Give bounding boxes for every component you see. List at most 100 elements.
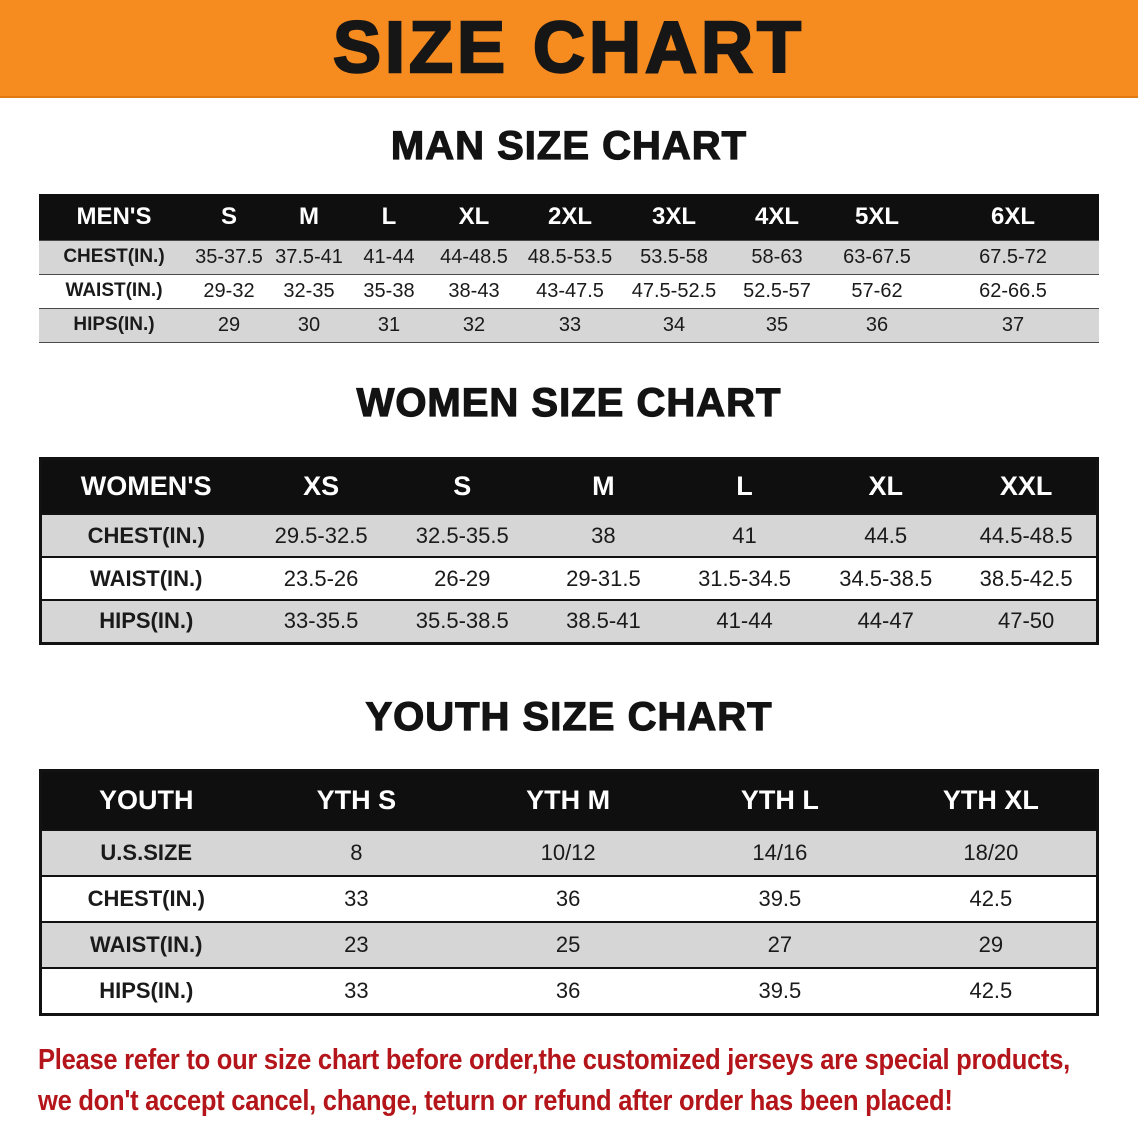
size-column-header: YTH L <box>674 770 886 830</box>
size-value-cell: 47-50 <box>956 599 1098 643</box>
row-label-cell: CHEST(IN.) <box>39 239 189 274</box>
size-value-cell: 63-67.5 <box>827 239 927 274</box>
measurement-row: HIPS(IN.) 33 36 39.5 42.5 <box>40 967 1098 1014</box>
row-label-cell: WAIST(IN.) <box>39 273 189 308</box>
size-column-header: M <box>532 458 674 514</box>
size-value-cell: 8 <box>250 829 463 876</box>
table-title-cell: WOMEN'S <box>40 458 251 514</box>
size-value-cell: 33 <box>250 967 463 1014</box>
size-column-header: YTH XL <box>885 770 1098 830</box>
size-value-cell: 38-43 <box>429 273 519 308</box>
row-label-cell: HIPS(IN.) <box>40 967 251 1014</box>
size-value-cell: 38 <box>532 513 674 557</box>
size-value-cell: 52.5-57 <box>727 273 827 308</box>
measurement-row: CHEST(IN.) 33 36 39.5 42.5 <box>40 875 1098 922</box>
size-value-cell: 41-44 <box>673 599 816 643</box>
size-value-cell: 34.5-38.5 <box>815 556 957 600</box>
table-title-cell: MEN'S <box>39 194 189 240</box>
size-value-cell: 35.5-38.5 <box>391 599 533 643</box>
mens-size-table: MEN'S S M L XL 2XL 3XL 4XL 5XL 6XL CHEST(IN.) 35-37… <box>39 194 1099 343</box>
row-label-cell: WAIST(IN.) <box>40 921 251 968</box>
mens-section-heading: MAN SIZE CHART <box>390 123 748 168</box>
size-value-cell: 32 <box>429 307 519 343</box>
banner-title: SIZE CHART <box>332 8 805 88</box>
size-value-cell: 36 <box>827 307 927 343</box>
size-value-cell: 36 <box>462 875 674 922</box>
size-value-cell: 33-35.5 <box>250 599 392 643</box>
table-header-row: WOMEN'S XS S M L XL XXL <box>40 458 1098 514</box>
size-value-cell: 32.5-35.5 <box>391 513 533 557</box>
size-value-cell: 35-38 <box>349 273 429 308</box>
size-value-cell: 48.5-53.5 <box>519 239 621 274</box>
size-value-cell: 41-44 <box>349 239 429 274</box>
measurement-row: CHEST(IN.) 29.5-32.5 32.5-35.5 38 41 44.5 44.5… <box>40 513 1098 557</box>
table-title-cell: YOUTH <box>40 770 251 830</box>
disclaimer-line-2: we don't accept cancel, change, teturn o… <box>38 1084 953 1117</box>
size-value-cell: 44.5 <box>815 513 957 557</box>
disclaimer-line-1: Please refer to our size chart before or… <box>38 1043 1071 1076</box>
size-value-cell: 36 <box>462 967 674 1014</box>
size-column-header: XXL <box>956 458 1098 514</box>
size-value-cell: 43-47.5 <box>519 273 621 308</box>
size-value-cell: 53.5-58 <box>621 239 727 274</box>
womens-size-section: WOMEN SIZE CHART WOMEN'S XS S M L XL XXL CHEST(… <box>0 380 1138 645</box>
table-header-row: MEN'S S M L XL 2XL 3XL 4XL 5XL 6XL <box>39 194 1099 240</box>
size-value-cell: 29-31.5 <box>532 556 674 600</box>
size-value-cell: 26-29 <box>391 556 533 600</box>
size-value-cell: 41 <box>673 513 816 557</box>
size-value-cell: 39.5 <box>674 875 886 922</box>
size-column-header: 2XL <box>519 194 621 240</box>
size-column-header: S <box>391 458 533 514</box>
row-label-cell: WAIST(IN.) <box>40 556 251 600</box>
size-value-cell: 38.5-41 <box>532 599 674 643</box>
size-column-header: M <box>269 194 349 240</box>
size-value-cell: 44-47 <box>815 599 957 643</box>
size-value-cell: 42.5 <box>885 875 1098 922</box>
size-value-cell: 27 <box>674 921 886 968</box>
measurement-row: HIPS(IN.) 29 30 31 32 33 34 35 36 37 <box>39 307 1099 343</box>
size-chart-banner: SIZE CHART <box>0 0 1138 98</box>
size-value-cell: 47.5-52.5 <box>621 273 727 308</box>
size-value-cell: 14/16 <box>674 829 886 876</box>
size-value-cell: 31 <box>349 307 429 343</box>
size-column-header: YTH S <box>250 770 463 830</box>
measurement-row: U.S.SIZE 8 10/12 14/16 18/20 <box>40 829 1098 876</box>
size-value-cell: 62-66.5 <box>927 273 1099 308</box>
womens-section-heading: WOMEN SIZE CHART <box>356 380 782 425</box>
size-value-cell: 23.5-26 <box>250 556 392 600</box>
size-value-cell: 23 <box>250 921 463 968</box>
size-column-header: XL <box>429 194 519 240</box>
row-label-cell: HIPS(IN.) <box>40 599 251 643</box>
size-value-cell: 42.5 <box>885 967 1098 1014</box>
size-value-cell: 29 <box>885 921 1098 968</box>
row-label-cell: HIPS(IN.) <box>39 307 189 343</box>
youth-section-heading: YOUTH SIZE CHART <box>365 694 773 739</box>
size-value-cell: 44-48.5 <box>429 239 519 274</box>
size-column-header: L <box>673 458 816 514</box>
size-value-cell: 67.5-72 <box>927 239 1099 274</box>
mens-size-section: MAN SIZE CHART MEN'S S M L XL 2XL 3XL 4XL 5XL 6XL… <box>0 123 1138 343</box>
size-value-cell: 29 <box>189 307 269 343</box>
row-label-cell: CHEST(IN.) <box>40 875 251 922</box>
size-value-cell: 33 <box>519 307 621 343</box>
size-value-cell: 33 <box>250 875 463 922</box>
size-column-header: XL <box>815 458 957 514</box>
row-label-cell: U.S.SIZE <box>40 829 251 876</box>
size-value-cell: 57-62 <box>827 273 927 308</box>
size-value-cell: 34 <box>621 307 727 343</box>
size-value-cell: 37.5-41 <box>269 239 349 274</box>
size-value-cell: 18/20 <box>885 829 1098 876</box>
size-column-header: 3XL <box>621 194 727 240</box>
table-header-row: YOUTH YTH S YTH M YTH L YTH XL <box>40 770 1098 830</box>
size-column-header: YTH M <box>462 770 674 830</box>
size-value-cell: 32-35 <box>269 273 349 308</box>
size-column-header: S <box>189 194 269 240</box>
measurement-row: CHEST(IN.) 35-37.5 37.5-41 41-44 44-48.5 48.5… <box>39 239 1099 274</box>
size-value-cell: 25 <box>462 921 674 968</box>
size-column-header: 4XL <box>727 194 827 240</box>
order-disclaimer: Please refer to our size chart before or… <box>38 1040 1071 1122</box>
size-column-header: 5XL <box>827 194 927 240</box>
youth-size-table: YOUTH YTH S YTH M YTH L YTH XL U.S.SIZE 8 10/12… <box>39 768 1099 1016</box>
measurement-row: WAIST(IN.) 23 25 27 29 <box>40 921 1098 968</box>
size-value-cell: 29-32 <box>189 273 269 308</box>
